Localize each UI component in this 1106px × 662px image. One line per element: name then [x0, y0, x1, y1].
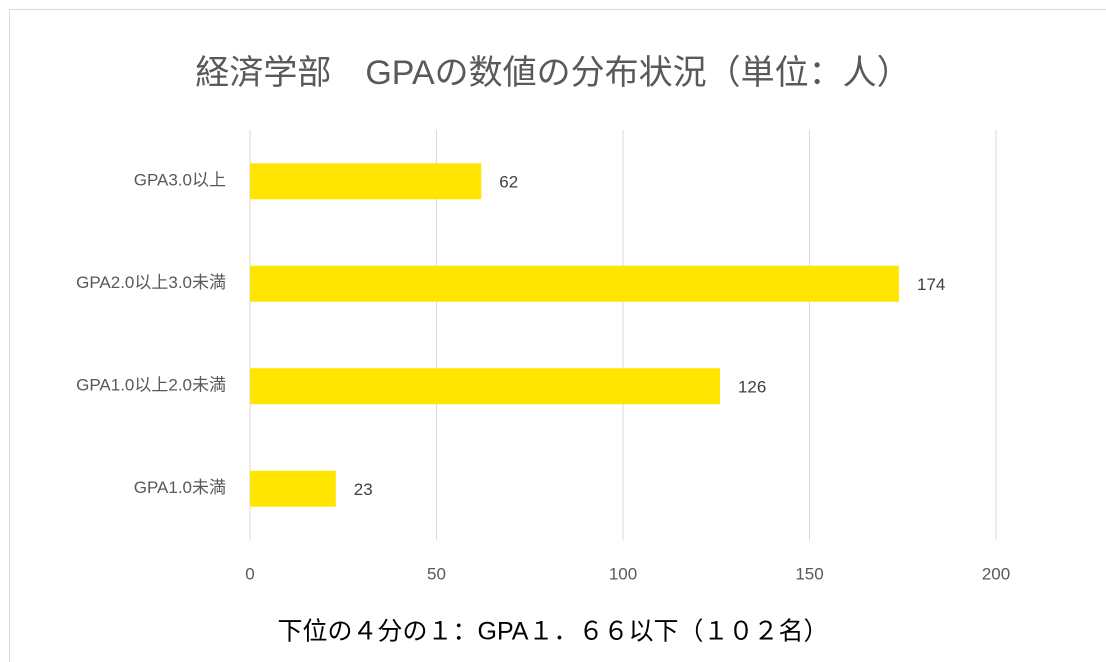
x-tick-label: 150 — [795, 564, 823, 583]
data-label: 62 — [499, 173, 518, 192]
bar — [250, 470, 336, 507]
bar — [250, 265, 900, 302]
chart-title: 経済学部 GPAの数値の分布状況（単位：人） — [195, 54, 910, 92]
y-tick-label: GPA1.0未満 — [134, 478, 226, 497]
x-tick-label: 0 — [245, 564, 254, 583]
x-tick-label: 100 — [609, 564, 637, 583]
chart-border — [9, 9, 1106, 662]
bar — [250, 163, 482, 200]
y-tick-label: GPA3.0以上 — [134, 171, 226, 190]
x-tick-label: 50 — [427, 564, 446, 583]
x-axis-label: 下位の４分の１：GPA１．６６以下（１０２名） — [278, 618, 829, 646]
x-tick-label: 200 — [982, 564, 1010, 583]
bar — [250, 368, 720, 405]
data-label: 126 — [738, 378, 766, 397]
y-tick-label: GPA1.0以上2.0未満 — [76, 376, 226, 395]
y-tick-label: GPA2.0以上3.0未満 — [76, 273, 226, 292]
data-label: 23 — [354, 480, 373, 499]
data-label: 174 — [917, 275, 945, 294]
